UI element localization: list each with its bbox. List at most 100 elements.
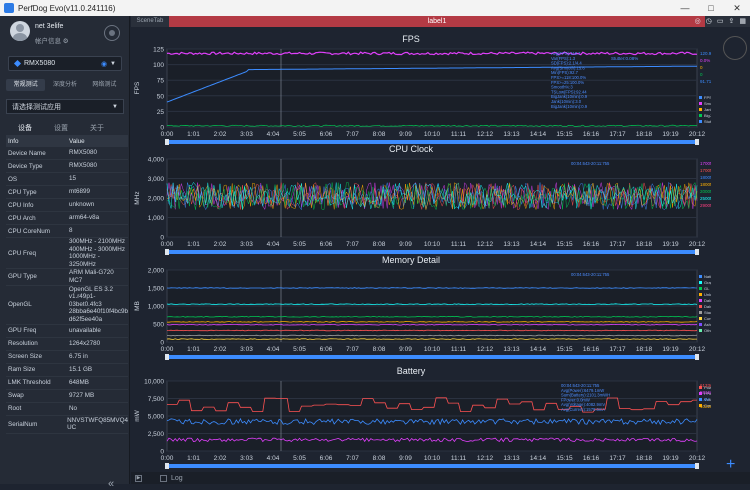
info-value: mt6899 (69, 188, 91, 196)
share-icon[interactable]: ⇪ (728, 18, 735, 25)
legend-label: Dalvik Heap (704, 298, 711, 303)
x-tick-label: 5:05 (293, 241, 306, 248)
info-value: No (69, 404, 78, 412)
x-tick-label: 4:04 (267, 241, 280, 248)
chart-0[interactable]: 0 25 50 75 100 125 FPS 0:00 1:01 2:02 3:03 4:04 5:05… (131, 43, 711, 149)
x-tick-label: 18:18 (636, 241, 653, 248)
tab-normal-test[interactable]: 常规测试 (6, 79, 46, 91)
info-key: OS (8, 175, 18, 183)
legend-label: NativePss (704, 274, 711, 279)
stats-text: FPower:0.0mW (561, 397, 590, 402)
main-panel: SceneTab label1 ◎ ◷ ▭ ⇪ ▦ FPS 0 25 50 75 100 1… (131, 16, 750, 484)
label-bar[interactable]: label1 (169, 16, 705, 27)
chart-2[interactable]: 0 500 1,000 1,500 2,000 MB 0:00 1:01 2:02 3:03 4:0… (131, 264, 711, 364)
x-tick-label: 15:15 (556, 346, 573, 353)
y-axis-label: MB (134, 301, 141, 311)
collapse-sidebar-icon[interactable]: « (108, 478, 115, 490)
folder-icon[interactable]: ▭ (716, 18, 724, 25)
tab-deep-analysis[interactable]: 深度分析 (52, 82, 77, 88)
time-scrollbar[interactable] (167, 250, 697, 254)
time-scrollbar[interactable] (167, 464, 697, 468)
tab-about[interactable]: 关于 (90, 125, 104, 132)
app-select[interactable]: 请选择测试应用 ▼ (6, 99, 124, 114)
y-axis-label: FPS (134, 81, 141, 94)
x-tick-label: 14:14 (530, 241, 547, 248)
y-tick-label: 25 (157, 109, 165, 116)
x-tick-label: 15:15 (556, 455, 573, 462)
log-checkbox[interactable] (160, 474, 167, 482)
series-line (167, 334, 698, 337)
grid-icon[interactable]: ▦ (739, 18, 746, 25)
record-button[interactable] (104, 25, 120, 41)
y-tick-label: 100 (153, 62, 164, 69)
x-tick-label: 20:12 (689, 131, 706, 138)
scroll-handle-right (695, 354, 699, 360)
scene-tab[interactable]: SceneTab (136, 18, 164, 24)
user-name: net 3elife (35, 23, 64, 30)
x-tick-label: 9:09 (399, 241, 412, 248)
right-value: 120.9 (700, 51, 711, 56)
info-row: LMK Threshold 648MB (6, 377, 128, 390)
x-tick-label: 9:09 (399, 131, 412, 138)
x-tick-label: 13:13 (503, 241, 520, 248)
x-tick-label: 16:16 (583, 241, 600, 248)
stats-text: FPS>=118:100.0% (551, 75, 586, 80)
maximize-button[interactable]: □ (708, 2, 714, 13)
avatar[interactable] (10, 21, 30, 41)
x-tick-label: 14:14 (530, 346, 547, 353)
x-tick-label: 16:16 (583, 131, 600, 138)
minimize-button[interactable]: — (680, 2, 690, 13)
legend-swatch (699, 392, 702, 395)
x-tick-label: 11:11 (451, 131, 467, 138)
x-tick-label: 9:09 (399, 346, 412, 353)
time-scrollbar[interactable] (167, 355, 697, 359)
scroll-handle-left (165, 249, 169, 255)
y-tick-label: 1,000 (148, 215, 165, 222)
y-tick-label: 2,500 (148, 431, 165, 438)
info-key: Ram Size (8, 366, 36, 374)
y-tick-label: 0 (160, 340, 164, 347)
stats-text: BigJank(10min):0.9 (551, 104, 588, 109)
right-value: 0.0% (700, 58, 710, 63)
legend-swatch (699, 386, 702, 389)
legend-swatch (699, 404, 702, 407)
stats-text: SD(FPS):2.1/4.4 (551, 61, 582, 66)
info-key: Swap (8, 392, 24, 400)
stats-text: 00:04:643-20:11:755 (571, 161, 610, 166)
info-key: CPU Arch (8, 214, 36, 222)
add-chart-icon[interactable]: + (726, 456, 736, 473)
x-tick-label: 7:07 (346, 346, 359, 353)
x-tick-label: 16:16 (583, 455, 600, 462)
legend-swatch (699, 120, 702, 123)
y-axis-label: MHz (134, 191, 141, 204)
y-tick-label: 3,000 (148, 176, 165, 183)
location-icon[interactable]: ◎ (694, 18, 701, 25)
scroll-handle-right (695, 139, 699, 145)
x-tick-label: 15:15 (556, 131, 573, 138)
device-select[interactable]: RMX5080 ◉ ▼ (8, 56, 122, 71)
series-line (166, 287, 698, 289)
x-tick-label: 10:10 (424, 455, 441, 462)
stats-text: Avg(Voltage):4082.9mV (561, 402, 605, 407)
close-button[interactable]: ✕ (733, 2, 741, 13)
y-tick-label: 2,000 (148, 268, 165, 275)
legend-label: BigJank(严重卡顿) (704, 112, 711, 118)
expand-icon[interactable]: ▶ (135, 474, 142, 482)
account-info-link[interactable]: 帐户信息 ⚙ (35, 38, 69, 45)
tab-network-test[interactable]: 网络测试 (92, 82, 117, 88)
legend-label: Current (704, 403, 711, 408)
floating-view-icon[interactable] (723, 36, 747, 60)
info-row: SerialNum NNVSTWFQ85MVQ4 UC (6, 416, 128, 434)
time-scrollbar[interactable] (167, 140, 697, 144)
x-tick-label: 8:08 (373, 346, 386, 353)
x-tick-label: 18:18 (636, 346, 653, 353)
table-header: Info Value (6, 135, 128, 147)
clock-icon[interactable]: ◷ (705, 18, 712, 25)
plot-area (166, 48, 698, 128)
bottom-bar: ▶ Log (131, 472, 750, 484)
chart-1[interactable]: 0 1,000 2,000 3,000 4,000 MHz 0:00 1:01 2:02 3:03… (131, 153, 711, 259)
chart-3[interactable]: 0 2,500 5,000 7,500 10,000 mW 0:00 1:01 2:02 3:03… (131, 375, 711, 473)
x-tick-label: 10:10 (424, 346, 441, 353)
tab-settings[interactable]: 设置 (54, 125, 68, 132)
x-tick-label: 6:06 (320, 241, 333, 248)
